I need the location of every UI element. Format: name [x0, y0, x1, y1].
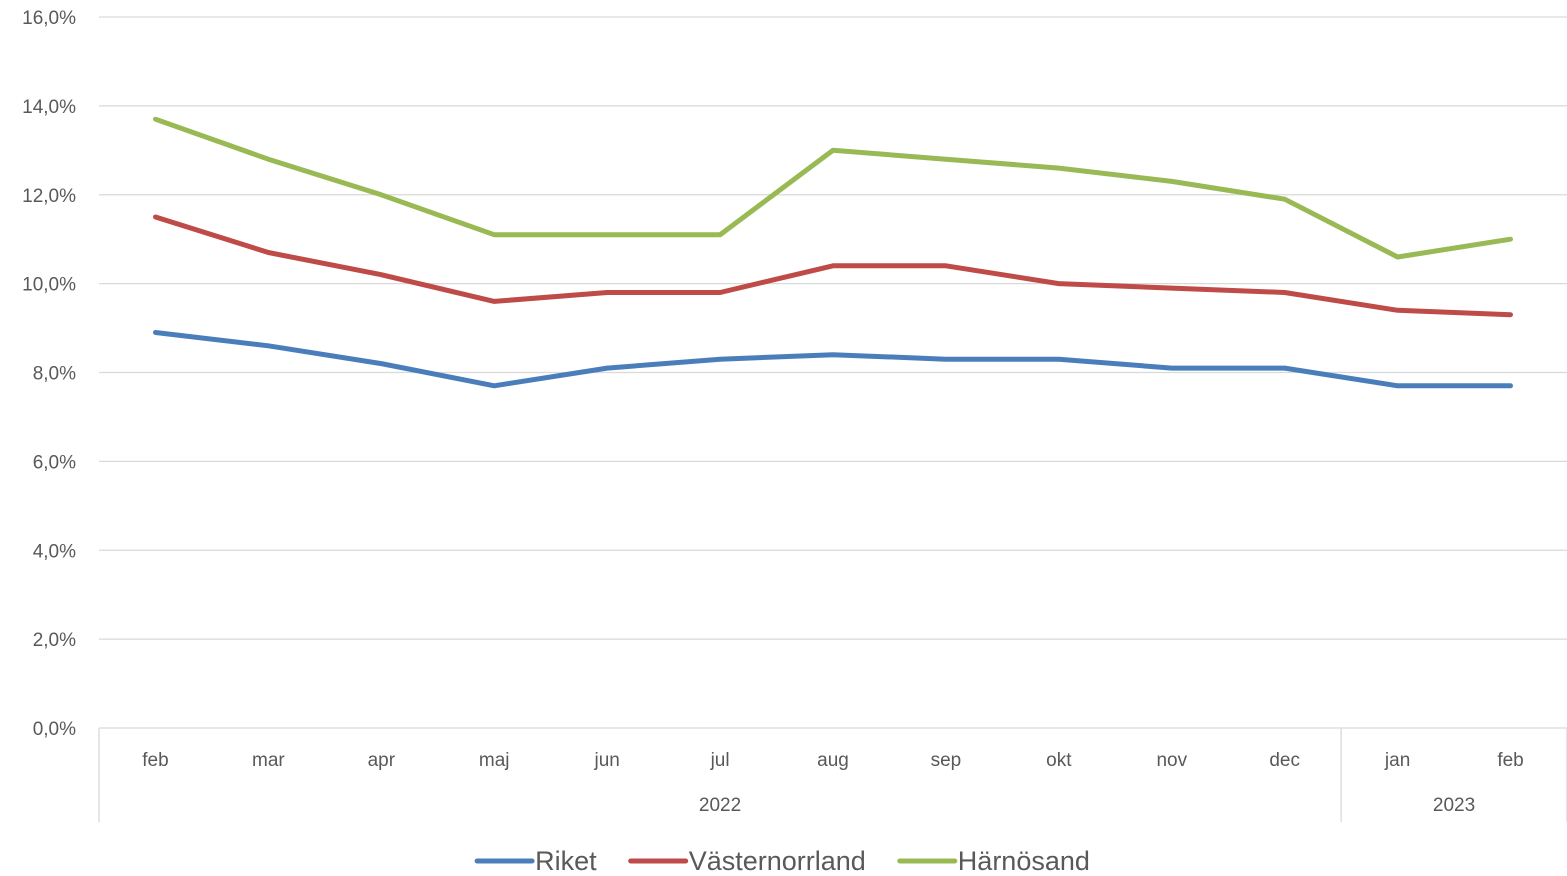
- y-tick-label: 8,0%: [33, 364, 76, 385]
- legend-item: Härnösand: [897, 846, 1090, 876]
- x-tick-label: jun: [593, 750, 619, 771]
- x-tick-label: feb: [142, 750, 168, 771]
- series-line-h-rn-sand: [153, 116, 1513, 260]
- y-tick-label: 0,0%: [33, 719, 76, 740]
- y-tick-label: 4,0%: [33, 541, 76, 562]
- x-tick-label: maj: [479, 750, 510, 771]
- y-tick-label: 16,0%: [22, 8, 76, 29]
- legend-label: Riket: [535, 846, 597, 876]
- y-tick-label: 10,0%: [22, 275, 76, 296]
- legend-item: Västernorrland: [628, 846, 866, 876]
- x-tick-label: feb: [1497, 750, 1523, 771]
- series-line-v-sternorrland: [153, 214, 1513, 318]
- legend-label: Västernorrland: [689, 846, 866, 876]
- x-axis-labels: feb mar apr maj jun jul aug sep okt nov dec jan feb 2…: [142, 750, 1523, 816]
- y-tick-label: 6,0%: [33, 452, 76, 473]
- x-tick-label: jan: [1384, 750, 1410, 771]
- y-tick-label: 12,0%: [22, 186, 76, 207]
- x-tick-label: nov: [1156, 750, 1187, 771]
- x-tick-label: jul: [710, 750, 730, 771]
- legend-item: Riket: [474, 846, 597, 876]
- x-tick-label: mar: [252, 750, 285, 771]
- series-line-riket: [153, 330, 1513, 389]
- legend: Riket Västernorrland Härnösand: [474, 846, 1090, 876]
- x-axis: [98, 727, 1567, 822]
- x-tick-label: apr: [368, 750, 396, 771]
- x-group-label: 2023: [1433, 795, 1475, 816]
- x-tick-label: dec: [1269, 750, 1300, 771]
- x-tick-label: okt: [1046, 750, 1072, 771]
- x-tick-label: sep: [931, 750, 962, 771]
- gridlines: [99, 16, 1567, 640]
- legend-label: Härnösand: [958, 846, 1090, 876]
- y-tick-label: 14,0%: [22, 97, 76, 118]
- x-group-label: 2022: [699, 795, 741, 816]
- y-tick-label: 2,0%: [33, 630, 76, 651]
- series-lines: [153, 116, 1513, 389]
- x-tick-label: aug: [817, 750, 849, 771]
- y-axis: 0,0% 2,0% 4,0% 6,0% 8,0% 10,0% 12,0% 14,0% 16,0%: [22, 8, 76, 740]
